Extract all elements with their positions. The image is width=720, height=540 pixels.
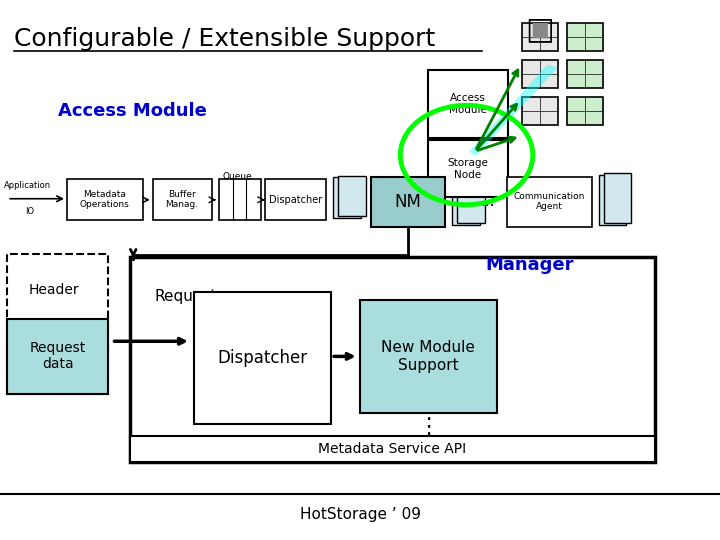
- Text: Access
Module: Access Module: [449, 93, 487, 115]
- Text: Dispatcher: Dispatcher: [217, 349, 308, 367]
- Text: Communication
Agent: Communication Agent: [513, 192, 585, 211]
- Text: Request
data: Request data: [30, 341, 86, 372]
- Text: Configurable / Extensible Support: Configurable / Extensible Support: [14, 27, 436, 51]
- FancyBboxPatch shape: [360, 300, 497, 413]
- Text: Metadata
Operations: Metadata Operations: [80, 190, 130, 209]
- Text: Dispatcher: Dispatcher: [269, 194, 322, 205]
- FancyBboxPatch shape: [428, 70, 508, 138]
- Text: Queue: Queue: [222, 172, 253, 180]
- Text: ▪: ▪: [530, 15, 550, 44]
- Polygon shape: [469, 65, 558, 157]
- Text: New Module
Support: New Module Support: [382, 340, 475, 373]
- Text: Metadata Service API: Metadata Service API: [318, 442, 467, 456]
- Text: Request: Request: [155, 289, 217, 305]
- FancyBboxPatch shape: [567, 97, 603, 125]
- FancyBboxPatch shape: [194, 292, 331, 424]
- Text: ⋮: ⋮: [418, 416, 439, 437]
- FancyBboxPatch shape: [567, 60, 603, 88]
- FancyBboxPatch shape: [522, 23, 558, 51]
- Text: IO: IO: [25, 207, 35, 216]
- Text: HotStorage ’ 09: HotStorage ’ 09: [300, 507, 420, 522]
- FancyBboxPatch shape: [452, 175, 480, 225]
- FancyBboxPatch shape: [428, 140, 508, 197]
- FancyBboxPatch shape: [457, 173, 485, 223]
- FancyBboxPatch shape: [7, 254, 108, 394]
- FancyBboxPatch shape: [371, 177, 445, 227]
- Text: Header: Header: [29, 283, 79, 297]
- FancyBboxPatch shape: [130, 256, 655, 462]
- FancyBboxPatch shape: [153, 179, 212, 220]
- FancyBboxPatch shape: [130, 436, 655, 462]
- Text: Buffer
Manag.: Buffer Manag.: [166, 190, 199, 209]
- FancyBboxPatch shape: [567, 23, 603, 51]
- Text: Storage
Node: Storage Node: [448, 158, 488, 179]
- Text: Manager: Manager: [485, 255, 573, 274]
- FancyBboxPatch shape: [67, 179, 143, 220]
- Text: ...: ...: [481, 194, 495, 209]
- FancyBboxPatch shape: [7, 319, 108, 394]
- Text: Application: Application: [4, 181, 50, 190]
- Text: □: □: [526, 15, 554, 44]
- FancyBboxPatch shape: [522, 60, 558, 88]
- FancyBboxPatch shape: [265, 179, 326, 220]
- FancyBboxPatch shape: [599, 175, 626, 225]
- FancyBboxPatch shape: [507, 177, 592, 227]
- FancyBboxPatch shape: [604, 173, 631, 223]
- Text: NM: NM: [395, 193, 421, 211]
- FancyBboxPatch shape: [219, 179, 261, 220]
- Text: Access Module: Access Module: [58, 102, 207, 120]
- FancyBboxPatch shape: [338, 176, 366, 216]
- FancyBboxPatch shape: [333, 177, 361, 218]
- FancyBboxPatch shape: [522, 97, 558, 125]
